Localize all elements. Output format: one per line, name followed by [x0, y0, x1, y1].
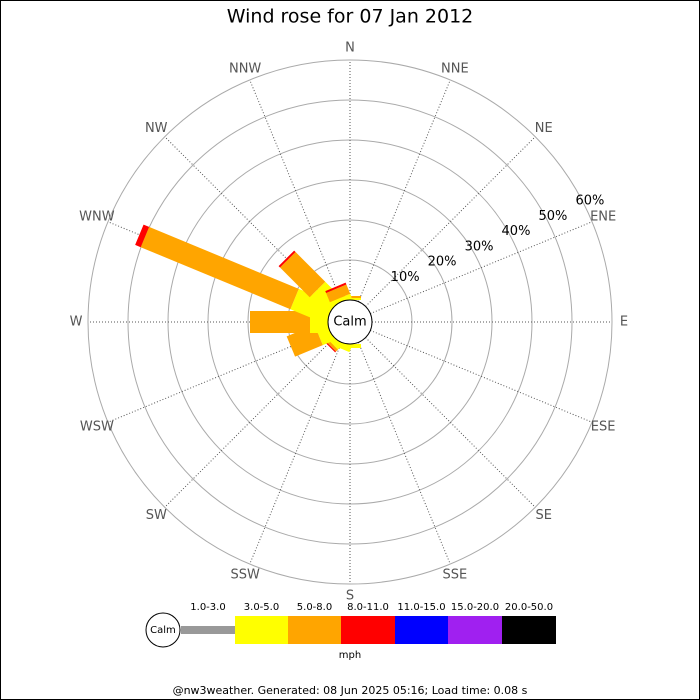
- calm-label: Calm: [333, 315, 366, 330]
- bar-segment: [326, 284, 351, 303]
- spoke: [370, 221, 593, 315]
- ring: [87, 59, 613, 585]
- direction-label: E: [620, 315, 628, 330]
- legend-calm-label: Calm: [150, 625, 176, 636]
- bar-segment: [309, 281, 343, 315]
- legend-swatch: [502, 616, 556, 644]
- calm-circle: [327, 299, 373, 345]
- spoke: [164, 337, 335, 508]
- bar-segment: [329, 293, 352, 306]
- spoke: [370, 329, 593, 423]
- spoke: [249, 342, 343, 565]
- legend-swatch: [395, 616, 448, 644]
- direction-label: W: [70, 315, 83, 330]
- legend-label: 15.0-20.0: [451, 602, 499, 613]
- legend-label: 5.0-8.0: [297, 602, 332, 613]
- spoke: [365, 337, 536, 508]
- bar-segment: [250, 311, 310, 333]
- legend-calm: [145, 612, 181, 648]
- r-tick-label: 10%: [391, 270, 420, 285]
- footer: @nw3weather. Generated: 08 Jun 2025 05:1…: [173, 684, 528, 697]
- bar-segment: [140, 226, 299, 310]
- direction-label: SW: [146, 508, 167, 523]
- legend-swatch: [181, 626, 235, 634]
- legend-label: 20.0-50.0: [505, 602, 553, 613]
- bar-segment: [290, 288, 334, 324]
- direction-bars: [278, 250, 343, 315]
- legend-swatch: [288, 616, 341, 644]
- direction-bars: [135, 224, 334, 324]
- legend-label: 8.0-11.0: [347, 602, 389, 613]
- direction-label: NW: [145, 121, 168, 136]
- direction-label: WSW: [80, 419, 114, 434]
- direction-label: NNW: [229, 61, 261, 76]
- legend-swatch: [448, 616, 502, 644]
- chart-title: Wind rose for 07 Jan 2012: [227, 6, 474, 28]
- direction-label: N: [345, 41, 355, 56]
- bar-segment: [279, 251, 326, 298]
- direction-label: SSE: [442, 568, 467, 583]
- bar-segment: [278, 250, 296, 268]
- r-tick-label: 60%: [575, 193, 604, 208]
- spoke: [357, 342, 451, 565]
- unit-label: mph: [339, 650, 361, 661]
- legend-label: 1.0-3.0: [190, 602, 225, 613]
- legend-swatch: [341, 616, 395, 644]
- r-tick-label: 20%: [428, 255, 457, 270]
- spoke: [365, 136, 536, 307]
- legend-swatch: [235, 616, 288, 644]
- direction-label: NNE: [441, 61, 469, 76]
- direction-label: ESE: [591, 419, 616, 434]
- direction-label: S: [346, 589, 354, 604]
- r-tick-label: 50%: [538, 209, 567, 224]
- direction-bars: [325, 282, 352, 306]
- bar-segment: [135, 224, 150, 248]
- r-tick-label: 40%: [502, 224, 531, 239]
- direction-label: NE: [535, 121, 553, 136]
- direction-label: SE: [536, 508, 552, 523]
- legend-label: 3.0-5.0: [244, 602, 279, 613]
- spoke: [357, 79, 451, 302]
- legend-label: 11.0-15.0: [397, 602, 445, 613]
- direction-label: SSW: [230, 568, 260, 583]
- ring: [247, 219, 453, 425]
- direction-label: WNW: [79, 210, 115, 225]
- r-tick-label: 30%: [465, 239, 494, 254]
- bar-segment: [325, 282, 347, 293]
- spoke: [249, 79, 343, 302]
- ring: [127, 99, 573, 545]
- direction-label: ENE: [590, 210, 616, 225]
